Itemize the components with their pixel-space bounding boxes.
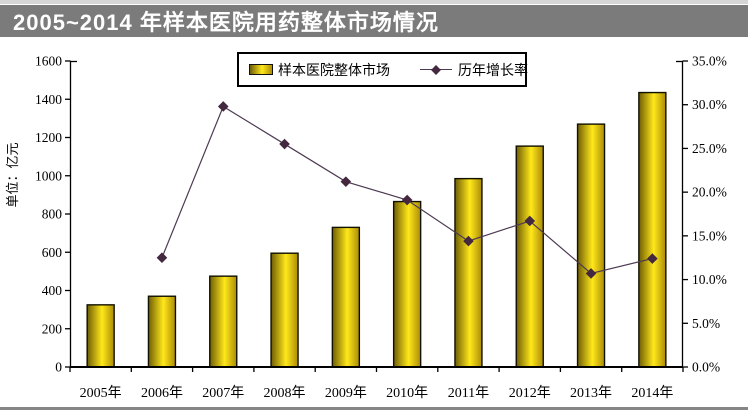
left-axis-tick-label: 1000	[35, 168, 62, 183]
x-axis-label-2013年: 2013年	[570, 385, 612, 401]
x-axis-label-2005年: 2005年	[80, 385, 122, 401]
left-axis-tick-label: 200	[42, 321, 63, 336]
growth-marker-2013年	[585, 268, 597, 279]
left-axis-tick-label: 0	[55, 360, 62, 375]
bar-2006年	[147, 295, 177, 368]
x-axis-label-2006年: 2006年	[141, 385, 183, 401]
bar-2013年	[576, 123, 606, 368]
growth-marker-2009年	[340, 176, 352, 187]
growth-marker-2012年	[524, 215, 536, 227]
bar-series-label: 样本医院整体市场	[278, 63, 390, 79]
x-axis-label-2008年: 2008年	[264, 385, 306, 401]
diamond-marker-icon	[431, 64, 441, 75]
left-axis-tick-label: 800	[42, 207, 63, 222]
line-series-marker-icon	[420, 64, 452, 75]
bar-2008年	[270, 252, 299, 368]
bar-2009年	[331, 226, 361, 368]
bar-2012年	[515, 145, 544, 368]
bar-series-swatch-icon	[249, 64, 273, 75]
growth-marker-2007年	[217, 101, 229, 112]
left-axis-unit-label: 单位：亿元	[5, 142, 20, 207]
left-axis-tick-label: 1200	[35, 130, 62, 145]
x-axis-label-2014年: 2014年	[631, 385, 673, 401]
bar-2005年	[86, 304, 115, 368]
line-series-label: 历年增长率	[458, 63, 528, 79]
right-axis-tick-label: 25.0%	[692, 141, 727, 156]
left-axis-tick-label: 1600	[35, 54, 62, 69]
bar-2014年	[638, 91, 667, 368]
bar-2010年	[392, 200, 422, 368]
x-axis-label-2009年: 2009年	[325, 385, 367, 401]
left-axis-tick-label: 400	[42, 283, 63, 298]
right-axis-tick-label: 5.0%	[692, 316, 720, 331]
right-axis-tick-label: 20.0%	[692, 185, 727, 200]
left-axis-tick-label: 600	[42, 245, 63, 260]
legend-item-line-series: 历年增长率	[420, 60, 528, 80]
x-axis-label-2007年: 2007年	[202, 385, 244, 401]
title-banner: 2005~2014 年样本医院用药整体市场情况	[0, 5, 748, 37]
right-axis-tick-label: 30.0%	[692, 97, 727, 112]
bar-2011年	[454, 177, 483, 368]
bottom-divider	[0, 407, 748, 410]
legend-item-bar-series: 样本医院整体市场	[249, 60, 390, 80]
growth-marker-2006年	[156, 252, 168, 264]
page-title: 2005~2014 年样本医院用药整体市场情况	[13, 10, 439, 35]
growth-marker-2010年	[401, 194, 413, 206]
x-axis-label-2012年: 2012年	[509, 385, 551, 401]
bar-2007年	[209, 275, 238, 368]
right-axis-tick-label: 15.0%	[692, 228, 727, 243]
right-axis-tick-label: 10.0%	[692, 272, 727, 287]
chart-legend: 样本医院整体市场 历年增长率	[237, 52, 528, 87]
growth-marker-2011年	[463, 235, 474, 247]
left-axis-tick-label: 1400	[35, 92, 62, 107]
x-axis-label-2010年: 2010年	[386, 385, 428, 401]
x-axis-label-2011年: 2011年	[448, 385, 489, 401]
right-axis-tick-label: 0.0%	[692, 360, 720, 375]
growth-marker-2008年	[279, 138, 290, 150]
growth-marker-2014年	[647, 253, 658, 264]
top-border-strip	[0, 0, 748, 4]
right-axis-tick-label: 35.0%	[692, 54, 727, 69]
